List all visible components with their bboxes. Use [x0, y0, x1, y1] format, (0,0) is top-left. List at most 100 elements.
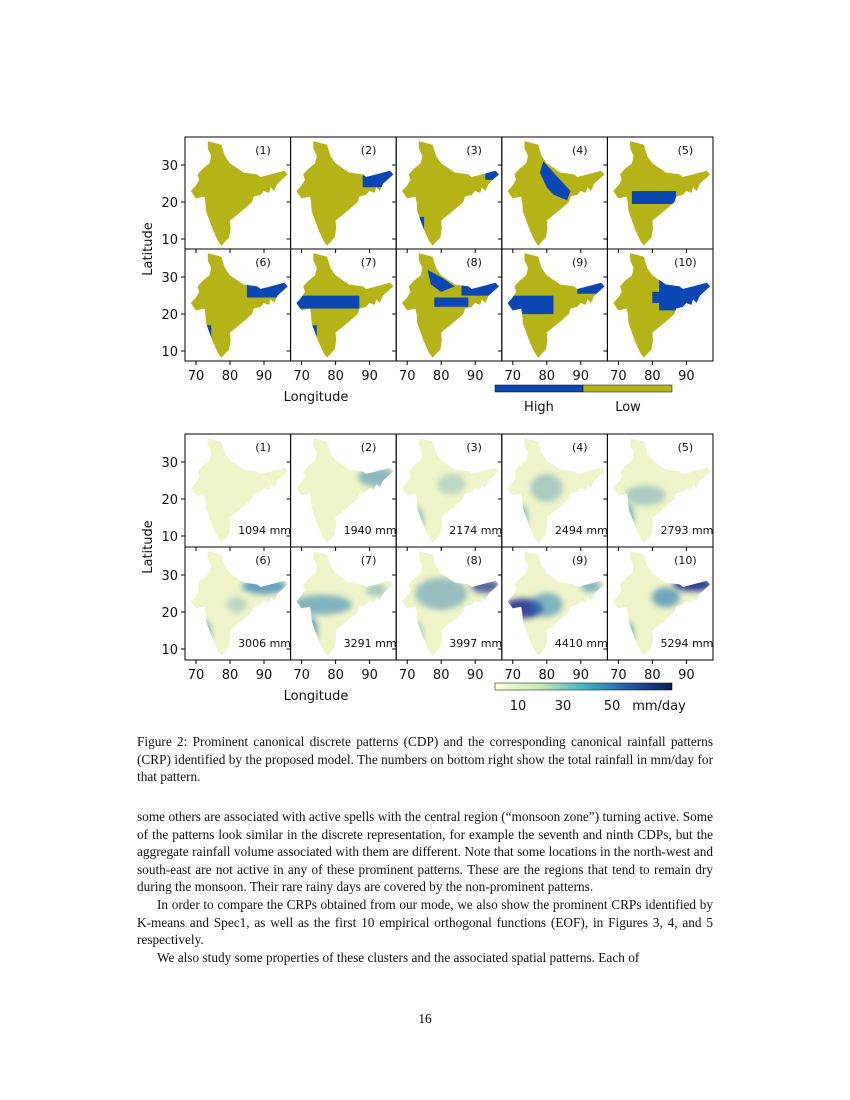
rain-region: [241, 578, 286, 595]
active-region: [413, 216, 425, 236]
map-overlay: [358, 466, 394, 487]
rain-region: [651, 587, 680, 608]
x-tick-label: 70: [188, 668, 205, 683]
paragraph: We also study some properties of these c…: [157, 949, 640, 965]
x-tick-label: 70: [505, 668, 522, 683]
rain-region: [530, 474, 563, 502]
x-tick-label: 70: [610, 369, 627, 384]
x-tick-label: 80: [539, 369, 556, 384]
map: [190, 253, 288, 358]
rain-region: [366, 583, 387, 596]
active-region: [246, 277, 288, 298]
map-overlay: [362, 165, 394, 188]
paragraph: In order to compare the CRPs obtained fr…: [137, 896, 713, 948]
y-tick-label: 30: [161, 569, 178, 584]
active-region: [202, 325, 212, 340]
y-tick-label: 20: [161, 196, 178, 211]
panel-label: (10): [674, 554, 697, 567]
active-region: [631, 191, 677, 204]
colorbar: [494, 682, 673, 691]
panel-label: (3): [466, 144, 482, 157]
y-tick-label: 30: [161, 456, 178, 471]
active-region: [577, 280, 605, 294]
y-tick-label: 30: [161, 159, 178, 174]
page-number: 16: [418, 1011, 432, 1026]
map: [296, 438, 394, 543]
rain-region: [623, 503, 634, 532]
panel-label: (3): [466, 441, 482, 454]
rain-region: [530, 592, 563, 617]
rain-region: [415, 577, 468, 610]
rainfall-total: 2494 mm: [555, 524, 608, 537]
panel-frame: [606, 546, 714, 661]
x-tick-label: 80: [327, 668, 344, 683]
rainfall-total: 2174 mm: [449, 524, 502, 537]
x-tick-label: 90: [361, 668, 378, 683]
colorbar-tick: 10: [510, 699, 527, 714]
x-tick-label: 90: [573, 668, 590, 683]
y-tick-label: 20: [161, 493, 178, 508]
rainfall-total: 1094 mm: [238, 524, 291, 537]
panel-label: (6): [255, 554, 271, 567]
x-tick-label: 90: [256, 668, 273, 683]
rain-region: [226, 596, 247, 613]
legend-label: Low: [615, 400, 641, 415]
y-tick-label: 20: [161, 606, 178, 621]
x-tick-label: 70: [610, 668, 627, 683]
rain-region: [580, 580, 601, 593]
active-region: [308, 325, 317, 340]
y-tick-label: 10: [161, 233, 178, 248]
panel-label: (7): [361, 256, 377, 269]
panel-label: (4): [572, 144, 588, 157]
panel-label: (7): [361, 554, 377, 567]
x-tick-label: 90: [573, 369, 590, 384]
rain-region: [305, 616, 318, 645]
panel-label: (5): [678, 144, 694, 157]
map-overlay: [652, 279, 711, 311]
rainfall-total: 3006 mm: [238, 637, 291, 650]
x-tick-label: 90: [361, 369, 378, 384]
panel-label: (2): [361, 441, 377, 454]
panel-label: (6): [255, 256, 271, 269]
active-region: [296, 295, 360, 309]
x-tick-label: 80: [433, 668, 450, 683]
rain-region: [296, 594, 352, 615]
panel-frame: [606, 248, 714, 362]
active-region: [485, 168, 499, 180]
x-tick-label: 70: [293, 668, 310, 683]
panel-label: (8): [466, 554, 482, 567]
x-tick-label: 70: [188, 369, 205, 384]
body: some others are associated with active s…: [137, 808, 713, 966]
rain-region: [625, 485, 666, 506]
x-tick-label: 80: [644, 369, 661, 384]
x-tick-label: 90: [678, 369, 695, 384]
x-tick-label: 90: [678, 668, 695, 683]
rainfall-total: 1940 mm: [344, 524, 397, 537]
y-tick-label: 30: [161, 271, 178, 286]
panel-label: (2): [361, 144, 377, 157]
map: [507, 253, 605, 358]
y-tick-label: 10: [161, 643, 178, 658]
y-tick-label: 10: [161, 345, 178, 360]
x-axis-label: Longitude: [284, 689, 349, 704]
panel-label: (1): [255, 144, 271, 157]
rain-region: [673, 577, 711, 592]
panel-label: (5): [678, 441, 694, 454]
rainfall-total: 4410 mm: [555, 637, 608, 650]
y-axis-label: Latitude: [141, 222, 156, 276]
y-axis-label: Latitude: [141, 520, 156, 574]
x-tick-label: 90: [467, 369, 484, 384]
colorbar-unit: mm/day: [632, 699, 686, 714]
rain-region: [437, 474, 466, 495]
x-tick-label: 80: [644, 668, 661, 683]
x-axis-label: Longitude: [284, 390, 349, 405]
rain-region: [411, 507, 424, 536]
x-tick-label: 80: [222, 668, 239, 683]
figure: (1) 30 20 10 (2) (3) (4) (5) (6) 70 80 90 30 20 10 (7) 7…: [141, 136, 714, 714]
x-tick-label: 80: [327, 369, 344, 384]
panel-label: (8): [466, 256, 482, 269]
x-tick-label: 70: [505, 369, 522, 384]
active-region: [434, 297, 469, 307]
map: [296, 141, 394, 246]
panel-label: (10): [674, 256, 697, 269]
